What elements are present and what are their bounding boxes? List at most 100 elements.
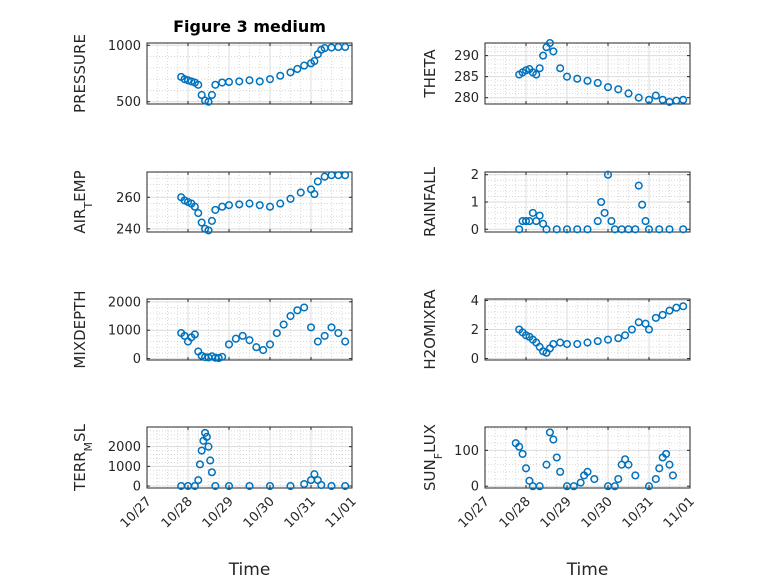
data-point xyxy=(293,64,302,74)
data-point xyxy=(255,77,264,86)
data-point xyxy=(597,197,606,207)
data-point xyxy=(641,217,650,226)
y-tick-label: 0 xyxy=(471,480,479,495)
data-point xyxy=(327,481,336,491)
data-point xyxy=(245,76,254,85)
data-point xyxy=(641,319,650,328)
data-point xyxy=(573,74,582,83)
data-point xyxy=(341,42,350,52)
y-tick-label: 0 xyxy=(133,480,141,495)
y-tick-label: 2 xyxy=(471,323,479,338)
y-tick-label: 0 xyxy=(471,223,479,238)
x-axis-label: Time xyxy=(566,560,609,580)
data-point xyxy=(238,331,247,340)
subplot-rainfall: 0 1 2 RAINFALL xyxy=(421,166,691,238)
data-point xyxy=(276,199,285,208)
data-point xyxy=(542,225,551,234)
data-point xyxy=(190,202,199,211)
data-point xyxy=(644,95,654,104)
data-point xyxy=(549,47,558,56)
data-point xyxy=(545,428,554,437)
data-point xyxy=(614,474,623,484)
data-point xyxy=(300,61,309,70)
subplot-air-temp: 240 260 AIRTEMP xyxy=(71,170,353,237)
data-point xyxy=(542,460,551,469)
data-point xyxy=(201,428,210,437)
y-tick-label: 1000 xyxy=(108,460,141,475)
data-point xyxy=(207,216,216,225)
data-point xyxy=(573,339,582,349)
y-tick-label: 285 xyxy=(454,70,479,85)
y-axis-label: RAINFALL xyxy=(421,166,439,237)
data-point xyxy=(545,38,554,48)
data-point xyxy=(539,51,548,60)
data-point xyxy=(583,467,592,476)
data-point xyxy=(521,217,531,226)
data-point xyxy=(668,471,677,480)
axes-frame xyxy=(484,42,691,105)
data-point xyxy=(218,352,227,361)
data-point xyxy=(631,471,640,480)
data-point xyxy=(590,474,599,484)
data-point xyxy=(211,481,220,491)
data-point xyxy=(583,76,592,85)
data-point xyxy=(279,320,288,329)
data-point xyxy=(293,306,302,315)
data-point xyxy=(310,57,319,66)
subplot-h2omixra: 0 2 4 H2OMIXRA xyxy=(421,289,691,370)
data-point xyxy=(224,481,234,491)
data-point xyxy=(224,340,234,349)
data-point xyxy=(600,208,609,217)
data-point xyxy=(556,64,565,73)
y-tick-label: 100 xyxy=(454,444,479,459)
data-point xyxy=(583,338,592,347)
data-point xyxy=(535,64,544,73)
data-point xyxy=(634,93,643,102)
y-tick-label: 280 xyxy=(454,91,479,106)
y-axis-label: MIXDEPTH xyxy=(71,290,89,368)
y-tick-label: 1 xyxy=(471,196,479,211)
data-point xyxy=(651,91,660,100)
data-point xyxy=(593,337,602,346)
data-point xyxy=(206,456,215,465)
axes-frame xyxy=(484,426,691,489)
data-point xyxy=(327,323,336,332)
data-point xyxy=(583,225,592,234)
data-point xyxy=(535,482,544,491)
data-point xyxy=(644,225,654,234)
data-point xyxy=(235,200,244,209)
data-point xyxy=(211,205,220,214)
data-point xyxy=(621,331,630,340)
data-point xyxy=(245,199,254,208)
data-point xyxy=(644,482,654,491)
data-point xyxy=(265,75,275,84)
data-point xyxy=(207,468,216,477)
data-point xyxy=(662,449,671,458)
y-tick-label: 1000 xyxy=(108,324,141,339)
data-point xyxy=(651,474,660,484)
y-tick-label: 2 xyxy=(471,168,479,183)
data-point xyxy=(638,200,647,209)
data-point xyxy=(655,464,664,473)
data-point xyxy=(614,85,623,94)
data-point xyxy=(549,435,558,444)
data-point xyxy=(655,225,664,234)
y-axis-label: PRESSURE xyxy=(71,34,89,113)
axes-frame xyxy=(146,298,353,361)
data-point xyxy=(658,95,667,104)
data-point xyxy=(614,334,623,343)
data-point xyxy=(195,460,205,469)
data-point xyxy=(265,202,275,211)
data-point xyxy=(631,225,640,234)
data-point xyxy=(603,335,613,344)
axes-frame xyxy=(146,171,353,233)
y-tick-label: 240 xyxy=(116,222,141,237)
data-point xyxy=(644,325,654,334)
data-point xyxy=(255,201,264,210)
data-point xyxy=(235,77,244,86)
data-point xyxy=(603,83,613,92)
data-point xyxy=(276,71,285,80)
data-point xyxy=(194,80,203,89)
data-point xyxy=(334,328,343,338)
y-axis-label: SUNFLUX xyxy=(421,424,445,491)
